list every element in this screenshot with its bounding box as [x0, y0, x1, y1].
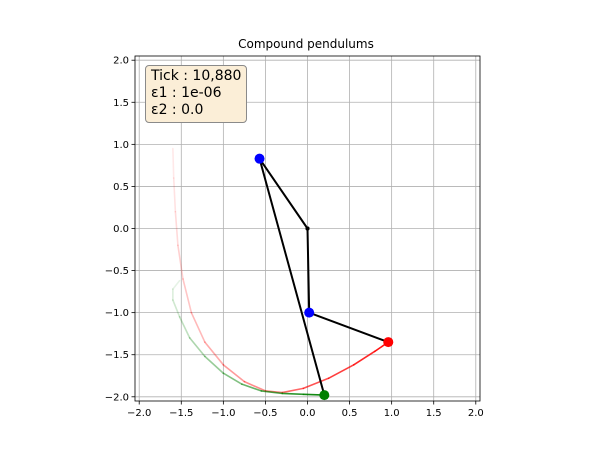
trail-segment-1 — [188, 337, 206, 358]
inner-bob-1 — [254, 153, 265, 164]
tick-counter: Tick : 10,880 — [151, 68, 242, 84]
y-tick-label: 1.5 — [113, 98, 129, 109]
trail-segment-0 — [174, 210, 179, 247]
x-tick-label: −1.5 — [169, 408, 193, 419]
outer-bob-0 — [383, 337, 394, 348]
trail-segment-0 — [222, 364, 246, 383]
epsilon1-value: ε1 : 1e-06 — [151, 85, 222, 101]
pivot-point — [305, 226, 310, 231]
trail-segment-1 — [222, 372, 243, 385]
trail-segment-1 — [204, 355, 225, 375]
trail-segment-1 — [281, 392, 305, 396]
info-box: Tick : 10,880 ε1 : 1e-06 ε2 : 0.0 — [145, 65, 248, 123]
y-tick-label: 2.0 — [113, 56, 129, 67]
y-tick-label: −1.0 — [105, 308, 129, 319]
x-tick-label: 1.5 — [426, 408, 442, 419]
y-tick-label: 1.0 — [113, 140, 129, 151]
x-tick-label: −0.5 — [253, 408, 277, 419]
trail-segment-0 — [190, 311, 206, 343]
y-tick-label: 0.0 — [113, 224, 129, 235]
x-tick-label: 2.0 — [468, 408, 484, 419]
trail-segment-1 — [172, 299, 181, 318]
y-tick-label: 0.5 — [113, 182, 129, 193]
trail-segment-1 — [172, 279, 181, 290]
y-tick-label: −1.5 — [105, 350, 129, 361]
y-tick-label: −0.5 — [105, 266, 129, 277]
x-tick-label: 1.0 — [384, 408, 400, 419]
trail-segment-1 — [260, 390, 284, 395]
trail-segment-0 — [182, 278, 193, 314]
bobs-layer — [254, 153, 394, 401]
trail-segment-1 — [241, 383, 263, 392]
outer-bob-1 — [319, 390, 330, 401]
trail-segment-0 — [352, 350, 376, 366]
trail-segment-0 — [281, 387, 305, 394]
trail-segment-0 — [302, 377, 330, 390]
pivots-layer — [305, 226, 310, 231]
tick-marks: −2.0 −1.5 −1.0 −0.5 0.0 0.5 1.0 1.5 2.0 −2.0 −1.5 −… — [105, 56, 484, 419]
trail-segment-0 — [243, 380, 267, 392]
trail-segment-0 — [172, 177, 177, 213]
trail-segment-1 — [178, 316, 191, 339]
trail-segment-0 — [327, 364, 355, 380]
trail-segment-0 — [204, 341, 225, 366]
x-tick-label: 0.5 — [342, 408, 358, 419]
epsilon2-value: ε2 : 0.0 — [151, 102, 204, 118]
x-tick-label: −2.0 — [127, 408, 151, 419]
x-tick-label: −1.0 — [211, 408, 235, 419]
trail-segment-0 — [177, 244, 184, 280]
inner-bob-0 — [304, 307, 315, 318]
y-tick-label: −2.0 — [105, 392, 129, 403]
trail-segment-0 — [172, 147, 175, 179]
chart-title: Compound pendulums — [238, 37, 374, 51]
x-tick-label: 0.0 — [300, 408, 316, 419]
